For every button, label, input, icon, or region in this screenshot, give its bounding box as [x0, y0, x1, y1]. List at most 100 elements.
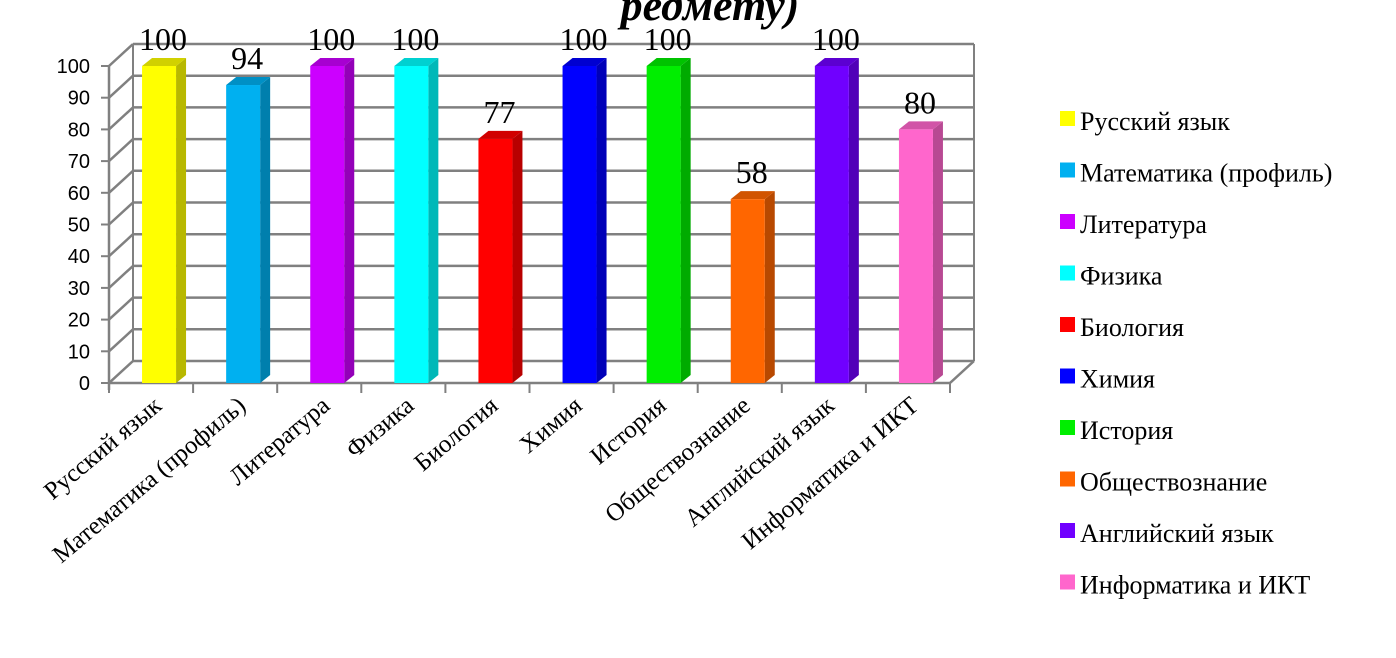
data-label: 100	[139, 21, 187, 57]
y-tick-label: 100	[57, 56, 90, 78]
bar-side	[176, 58, 187, 383]
legend-item: История	[1060, 416, 1173, 445]
bar-side	[428, 58, 439, 383]
legend-swatch	[1060, 471, 1075, 487]
y-tick-label: 40	[68, 246, 90, 268]
legend-item: Литература	[1060, 210, 1207, 239]
bar-front	[478, 138, 513, 383]
legend-swatch	[1060, 214, 1075, 229]
chart-title: редмету)	[617, 0, 800, 30]
bar-top	[646, 58, 691, 66]
bar-front	[226, 85, 261, 384]
bar-front	[730, 199, 765, 383]
y-tick-label: 20	[68, 310, 90, 332]
bar-side	[764, 191, 775, 383]
bar-top	[394, 58, 439, 66]
bar-top	[814, 58, 859, 66]
bar-top	[730, 191, 775, 200]
bar	[814, 58, 859, 383]
legend-label: Информатика и ИКТ	[1080, 571, 1310, 600]
legend-item: Математика (профиль)	[1060, 159, 1332, 188]
legend-item: Химия	[1060, 365, 1155, 394]
legend-label: История	[1080, 416, 1173, 445]
y-tick-label: 10	[68, 341, 90, 363]
data-label: 58	[736, 154, 768, 190]
bar-front	[394, 66, 429, 383]
bar-top	[898, 121, 943, 130]
plot-axes: 0 10 20 30 40 50 60 70 80 90 100	[57, 56, 975, 395]
y-tick-label: 0	[79, 373, 90, 395]
legend-label: Обществознание	[1080, 468, 1267, 497]
data-label: 100	[560, 21, 608, 57]
bar	[142, 58, 187, 383]
gridline-side	[108, 328, 134, 353]
bar-top	[310, 58, 355, 66]
gridline-side	[108, 360, 134, 384]
legend-label: Физика	[1080, 262, 1163, 291]
legend-swatch	[1060, 368, 1075, 384]
x-tick-label: Обществознание	[600, 392, 755, 528]
legend-swatch	[1060, 317, 1075, 332]
legend: Русский язык Математика (профиль) Литерату…	[1060, 107, 1332, 600]
bar-side	[512, 130, 523, 383]
y-tick-label: 50	[68, 215, 90, 237]
legend-label: Литература	[1080, 210, 1207, 239]
legend-label: Биология	[1080, 313, 1184, 342]
legend-swatch	[1060, 111, 1075, 126]
x-tick-label: Английский язык	[680, 391, 841, 532]
y-tick-label: 70	[68, 151, 90, 173]
gridline-side	[108, 201, 134, 226]
bar-front	[898, 129, 933, 383]
bar-side	[932, 121, 943, 384]
bar-side	[680, 58, 691, 383]
legend-item: Физика	[1060, 262, 1163, 291]
legend-swatch	[1060, 574, 1075, 590]
legend-swatch	[1060, 523, 1075, 538]
floor-right-edge	[949, 360, 975, 384]
gridline-side	[108, 169, 134, 194]
x-tick-label: Биология	[409, 392, 503, 477]
legend-item: Обществознание	[1060, 468, 1267, 497]
gridline-side	[108, 264, 134, 289]
gridline-side	[108, 43, 134, 67]
legend-swatch	[1060, 162, 1075, 178]
bar-side	[596, 58, 607, 383]
y-tick-label: 60	[68, 183, 90, 205]
legend-swatch	[1060, 420, 1075, 435]
gridline-side	[108, 106, 134, 131]
x-tick-label: Физика	[341, 392, 419, 464]
y-tick-label: 80	[68, 119, 90, 141]
bar	[646, 58, 691, 383]
gridline-side	[108, 296, 134, 321]
bar-top	[478, 130, 523, 139]
bar-side	[344, 58, 355, 383]
data-label: 94	[231, 40, 263, 76]
bar-front	[646, 66, 681, 383]
bar-side	[260, 77, 271, 384]
legend-item: Информатика и ИКТ	[1060, 571, 1310, 600]
bar	[562, 58, 607, 383]
data-label: 100	[391, 21, 439, 57]
legend-label: Химия	[1080, 365, 1155, 394]
bar-top	[226, 77, 271, 86]
legend-swatch	[1060, 265, 1075, 281]
data-label: 100	[307, 21, 355, 57]
legend-label: Математика (профиль)	[1080, 159, 1332, 188]
bar-side	[848, 58, 859, 383]
data-label: 100	[812, 21, 860, 57]
bar	[226, 77, 271, 384]
bar	[730, 191, 775, 383]
legend-item: Английский язык	[1060, 519, 1274, 548]
data-label: 80	[904, 84, 936, 120]
gridline-side	[108, 74, 134, 99]
data-label: 100	[644, 21, 692, 57]
bar-front	[142, 66, 177, 383]
y-tick-label: 30	[68, 278, 90, 300]
bar	[478, 130, 523, 383]
x-tick-label: Химия	[515, 392, 588, 459]
bar	[310, 58, 355, 383]
bar-front	[562, 66, 597, 383]
y-tick-label: 90	[68, 88, 90, 110]
